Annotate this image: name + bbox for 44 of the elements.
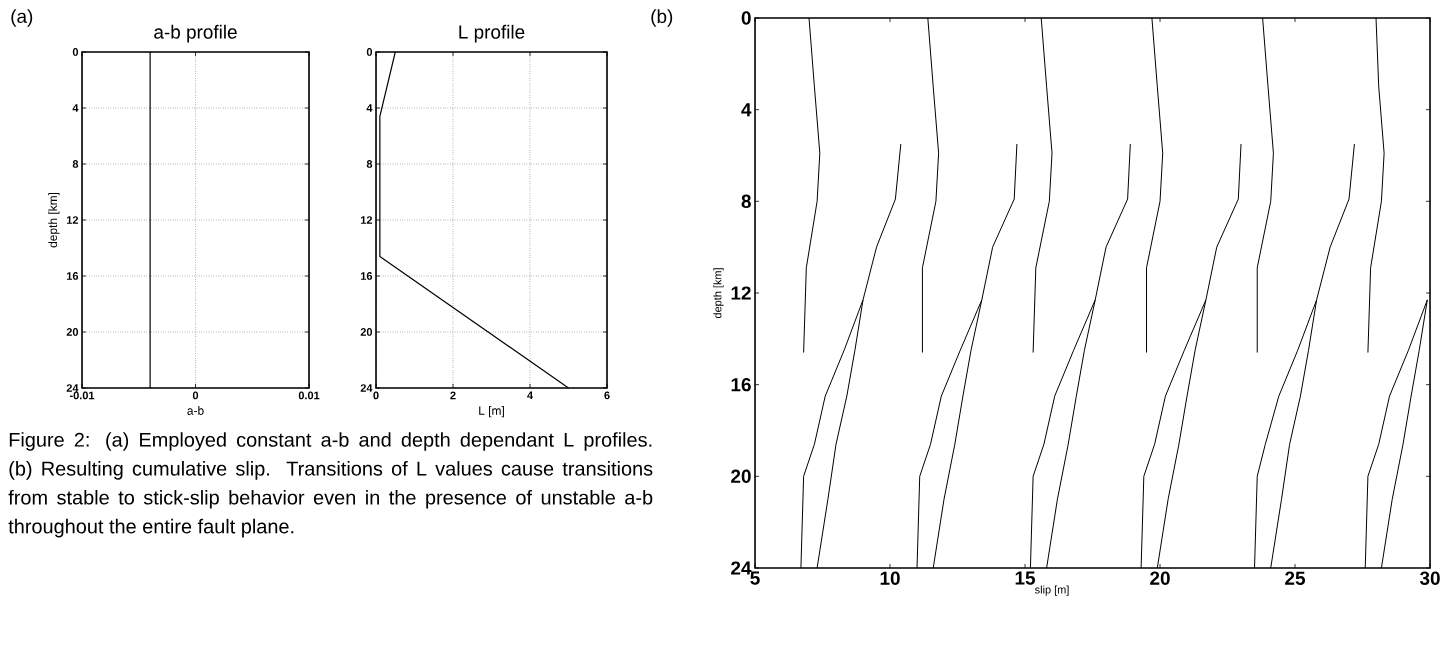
x-tick-label: 5 [750,571,760,585]
y-tick-label: 12 [731,286,751,300]
y-tick-label: 24 [66,384,79,392]
y-tick-label: 20 [66,328,79,336]
chart-title: L profile [459,24,525,43]
x-tick-label: 10 [880,571,900,585]
text: (a) [11,9,33,27]
y-tick-label: 0 [366,48,373,56]
y-tick-label: 8 [741,194,751,209]
y-tick-label: 8 [72,160,79,168]
y-tick-label: 20 [360,328,373,336]
chart-title: a-b profile [154,24,237,43]
y-tick-label: 16 [66,272,79,280]
y-tick-label: 0 [741,11,751,25]
y-tick-label: 4 [366,104,373,112]
y-tick-label: 24 [731,561,752,575]
x-axis-title: a-b [187,406,204,415]
x-tick-label: 2 [450,391,456,400]
y-tick-label: 24 [360,384,373,392]
x-tick-label: -0.01 [69,391,95,400]
x-tick-label: 0.01 [298,391,320,400]
text: (b) [651,9,673,27]
x-axis-title: L [m] [479,406,504,418]
x-tick-label: 30 [1419,571,1440,585]
y-axis-title: depth [km] [713,268,724,319]
x-tick-label: 0 [373,391,379,400]
y-tick-label: 4 [741,103,752,117]
x-tick-label: 0 [192,391,199,400]
x-tick-label: 6 [604,391,610,400]
y-tick-label: 16 [731,377,751,392]
y-axis-title: depth [km] [48,192,60,248]
y-tick-label: 8 [366,160,373,168]
x-axis-title: slip [m] [1034,585,1069,596]
y-tick-label: 20 [731,469,751,484]
x-tick-label: 15 [1015,571,1036,585]
y-tick-label: 12 [66,216,79,224]
x-tick-label: 4 [527,391,533,400]
x-tick-label: 20 [1150,571,1170,585]
y-tick-label: 16 [361,272,373,280]
y-tick-label: 4 [72,104,79,112]
y-tick-label: 0 [72,48,79,56]
caption: Figure 2: (a) Employed constant a-b and depth dependant L profiles. (b) Resulting cumulative slip. Transitions of L values cause transitions from stable to stick-slip behavior even in the presence of unstable a-b throughout the entire fault plane. [8,432,653,538]
x-tick-label: 25 [1285,571,1306,585]
y-tick-label: 12 [361,216,373,224]
